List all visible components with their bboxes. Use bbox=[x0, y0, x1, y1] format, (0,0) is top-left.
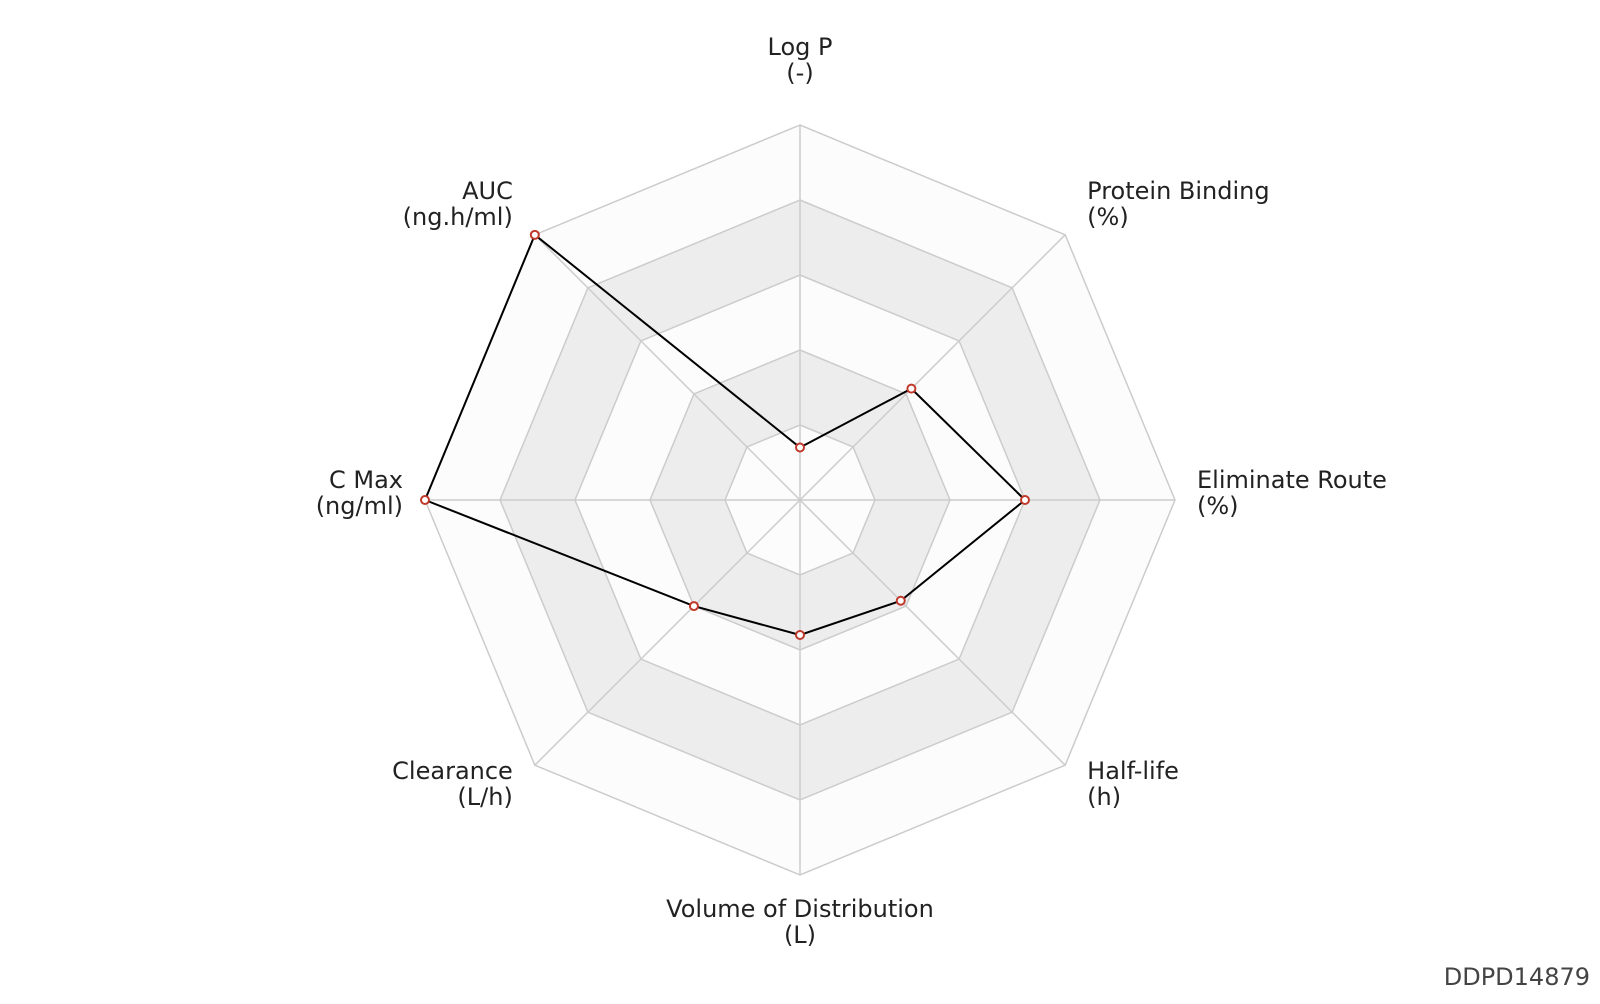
data-point bbox=[529, 229, 540, 240]
axis-unit: (L) bbox=[784, 921, 816, 949]
axis-label: Log P bbox=[768, 33, 833, 61]
data-point bbox=[420, 495, 430, 505]
axis-unit: (ng/ml) bbox=[316, 492, 403, 520]
data-point bbox=[895, 595, 906, 606]
data-point bbox=[1020, 495, 1030, 505]
data-point bbox=[795, 630, 805, 640]
data-point bbox=[795, 442, 805, 453]
axis-label: Clearance bbox=[392, 757, 513, 785]
axis-unit: (L/h) bbox=[457, 783, 512, 811]
axis-label: Eliminate Route bbox=[1197, 466, 1387, 494]
axis-label: Protein Binding bbox=[1087, 177, 1269, 205]
axis-unit: (-) bbox=[786, 59, 813, 87]
axis-label: Half-life bbox=[1087, 757, 1179, 785]
spoke bbox=[534, 499, 801, 766]
axis-label: C Max bbox=[329, 466, 403, 494]
axis-unit: (%) bbox=[1087, 203, 1129, 231]
axis-unit: (ng.h/ml) bbox=[403, 203, 513, 231]
data-point bbox=[688, 601, 699, 612]
spoke bbox=[799, 234, 1066, 501]
axis-label: AUC bbox=[462, 177, 513, 205]
spoke bbox=[799, 499, 1066, 766]
data-point bbox=[906, 383, 917, 394]
axis-unit: (%) bbox=[1197, 492, 1239, 520]
axis-label: Volume of Distribution bbox=[666, 895, 934, 923]
footnote: DDPD14879 bbox=[1444, 963, 1590, 991]
axis-unit: (h) bbox=[1087, 783, 1121, 811]
spoke bbox=[534, 234, 801, 501]
